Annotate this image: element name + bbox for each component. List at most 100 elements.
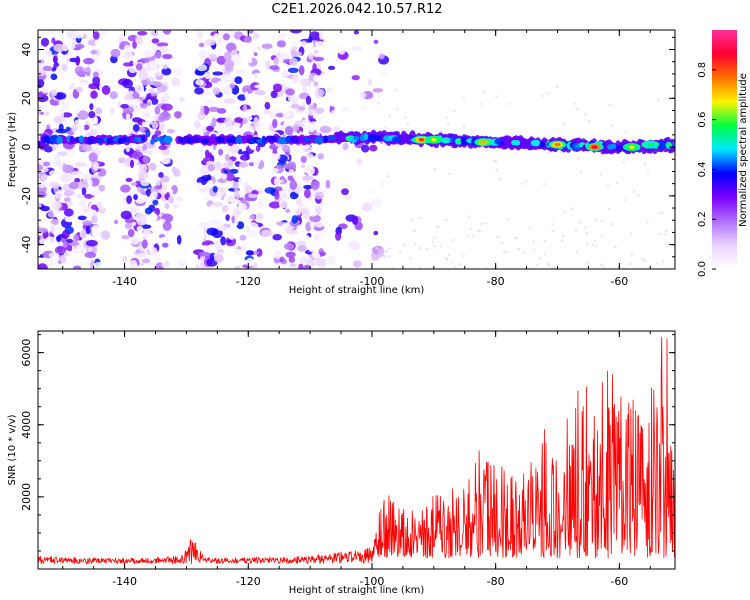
noise-blob <box>92 210 98 217</box>
noise-blob <box>73 265 82 269</box>
noise-blob <box>151 43 159 52</box>
noise-blob <box>151 38 160 44</box>
noise-blob <box>238 203 247 213</box>
noise-blob <box>561 235 565 238</box>
noise-blob <box>231 54 242 62</box>
noise-blob <box>326 255 336 265</box>
noise-blob <box>254 90 266 96</box>
noise-blob <box>125 177 133 182</box>
spectrogram-frame <box>37 29 676 270</box>
noise-blob <box>599 173 603 176</box>
noise-blob <box>127 229 135 238</box>
noise-blob <box>148 115 154 125</box>
noise-blob <box>55 193 62 199</box>
y-tick-label: 4000 <box>20 411 33 439</box>
noise-blob <box>664 229 668 233</box>
noise-blob <box>40 205 50 212</box>
noise-blob <box>272 83 283 93</box>
noise-blob <box>155 34 164 39</box>
y-axis-label: SNR (10 * v/v) <box>7 414 18 485</box>
noise-blob <box>140 180 150 187</box>
noise-blob <box>92 161 99 172</box>
noise-blob <box>270 153 281 161</box>
noise-blob <box>289 191 299 200</box>
noise-blob <box>431 240 435 244</box>
noise-blob <box>47 212 55 218</box>
ridge-blob <box>150 139 155 145</box>
noise-blob <box>123 30 128 36</box>
noise-blob <box>610 124 614 127</box>
noise-blob <box>303 184 313 190</box>
noise-blob <box>291 45 298 51</box>
ridge-blob <box>235 136 243 144</box>
noise-blob <box>57 33 65 41</box>
noise-blob <box>444 256 448 260</box>
noise-blob <box>255 145 261 152</box>
noise-blob <box>65 126 71 132</box>
noise-blob <box>263 109 271 115</box>
noise-blob <box>159 111 171 121</box>
noise-blob <box>254 84 266 89</box>
noise-blob <box>176 196 184 202</box>
noise-blob <box>493 159 497 163</box>
noise-blob <box>269 65 280 71</box>
noise-blob <box>283 197 289 203</box>
noise-blob <box>88 111 96 119</box>
noise-blob <box>163 92 169 103</box>
noise-blob <box>53 43 66 53</box>
colorbar-tick-label: 0.4 <box>697 161 708 177</box>
noise-blob <box>189 254 196 259</box>
noise-blob <box>281 144 291 153</box>
noise-blob <box>579 171 583 174</box>
noise-blob <box>60 173 72 183</box>
noise-blob <box>220 236 227 246</box>
noise-blob <box>132 124 140 133</box>
noise-blob <box>301 198 311 206</box>
noise-blob <box>60 108 65 119</box>
noise-blob <box>83 161 93 169</box>
noise-blob <box>138 164 148 173</box>
noise-blob <box>199 165 210 176</box>
noise-blob <box>325 179 331 189</box>
noise-blob <box>143 50 154 58</box>
noise-blob <box>124 222 133 229</box>
noise-blob <box>132 99 141 106</box>
noise-blob <box>514 152 518 155</box>
noise-blob <box>380 178 385 187</box>
noise-blob <box>82 173 91 183</box>
noise-blob <box>113 219 119 225</box>
noise-blob <box>200 105 205 116</box>
ridge-blob <box>616 144 623 152</box>
noise-blob <box>154 106 161 115</box>
ridge-blob <box>302 137 312 142</box>
noise-blob <box>139 90 145 97</box>
noise-blob <box>313 252 321 260</box>
noise-blob <box>562 122 566 125</box>
noise-blob <box>188 223 196 230</box>
noise-blob <box>261 229 273 237</box>
noise-blob <box>563 211 567 214</box>
noise-blob <box>419 216 423 219</box>
noise-blob <box>131 221 137 226</box>
noise-blob <box>229 168 239 174</box>
noise-blob <box>124 44 131 52</box>
noise-blob <box>138 70 149 81</box>
noise-blob <box>91 215 98 224</box>
noise-blob <box>351 75 360 81</box>
noise-blob <box>121 235 130 240</box>
noise-blob <box>110 107 115 114</box>
noise-blob <box>77 215 87 221</box>
noise-blob <box>39 238 46 245</box>
noise-blob <box>222 33 230 41</box>
noise-blob <box>223 51 233 61</box>
noise-blob <box>439 245 443 248</box>
noise-blob <box>38 113 43 120</box>
noise-blob <box>521 182 524 185</box>
noise-blob <box>152 199 159 206</box>
noise-blob <box>92 31 100 40</box>
noise-blob <box>367 78 372 86</box>
noise-blob <box>198 42 205 48</box>
noise-blob <box>118 157 126 164</box>
ridge-blob <box>56 136 63 144</box>
noise-blob <box>227 160 234 166</box>
